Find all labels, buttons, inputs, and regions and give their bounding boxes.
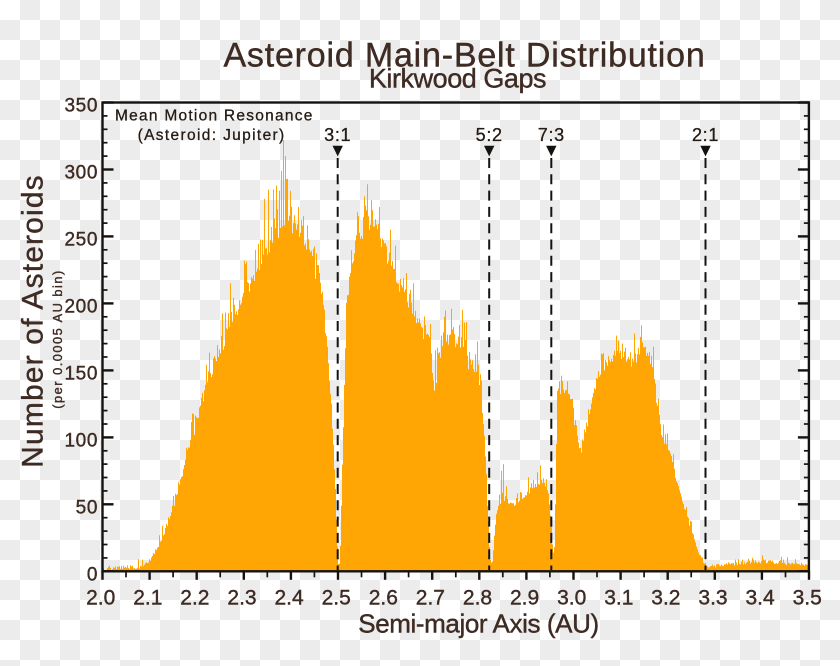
svg-text:3.2: 3.2 [651, 587, 680, 610]
svg-text:3.3: 3.3 [698, 587, 727, 610]
svg-text:3.0: 3.0 [557, 587, 586, 610]
svg-text:3.1: 3.1 [604, 587, 633, 610]
svg-text:2.5: 2.5 [322, 587, 351, 610]
svg-text:150: 150 [64, 363, 98, 384]
svg-text:Semi-major Axis (AU): Semi-major Axis (AU) [358, 609, 598, 639]
svg-text:2.3: 2.3 [227, 587, 256, 610]
svg-text:Mean Motion Resonance: Mean Motion Resonance [115, 107, 314, 124]
svg-text:3.4: 3.4 [745, 587, 775, 610]
svg-text:100: 100 [64, 430, 98, 451]
svg-text:2:1: 2:1 [692, 125, 719, 145]
svg-text:2.1: 2.1 [133, 587, 162, 610]
svg-text:200: 200 [64, 296, 98, 317]
svg-text:50: 50 [76, 497, 98, 518]
svg-text:3:1: 3:1 [324, 125, 351, 145]
svg-text:2.0: 2.0 [86, 587, 115, 610]
svg-text:Asteroid Main-Belt Distributio: Asteroid Main-Belt Distribution [223, 37, 705, 75]
svg-text:(Asteroid: Jupiter): (Asteroid: Jupiter) [138, 127, 286, 144]
svg-text:2.2: 2.2 [180, 587, 209, 610]
svg-text:300: 300 [64, 163, 98, 184]
svg-text:3.5: 3.5 [793, 587, 822, 610]
svg-text:250: 250 [64, 229, 98, 250]
svg-text:2.6: 2.6 [369, 587, 398, 610]
svg-text:350: 350 [64, 96, 98, 117]
svg-text:5:2: 5:2 [476, 125, 503, 145]
svg-text:2.7: 2.7 [416, 587, 445, 610]
svg-text:2.9: 2.9 [510, 587, 539, 610]
svg-text:7:3: 7:3 [538, 125, 565, 145]
svg-text:2.4: 2.4 [274, 587, 304, 610]
svg-text:2.8: 2.8 [463, 587, 492, 610]
svg-text:Kirkwood Gaps: Kirkwood Gaps [369, 64, 546, 94]
svg-text:Number of Asteroids: Number of Asteroids [17, 174, 50, 468]
svg-text:(per 0.0005 AU bin): (per 0.0005 AU bin) [50, 269, 65, 408]
svg-text:0: 0 [87, 564, 98, 585]
